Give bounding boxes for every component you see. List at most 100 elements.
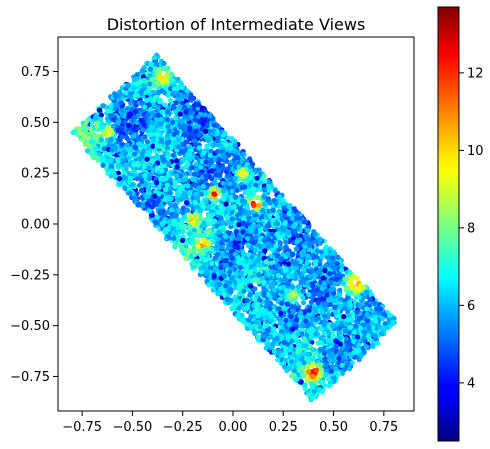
data-point [135, 72, 140, 77]
data-point [179, 244, 184, 249]
data-point [135, 202, 140, 207]
data-point [359, 353, 364, 358]
data-point [247, 156, 252, 161]
data-point [344, 322, 349, 327]
chart-title: Distortion of Intermediate Views [107, 15, 366, 34]
data-point [241, 289, 246, 294]
data-point [332, 266, 337, 271]
data-point [310, 374, 315, 379]
data-point [302, 337, 307, 342]
data-point [347, 366, 352, 371]
data-point [262, 195, 267, 200]
data-point [248, 283, 253, 288]
data-point [94, 136, 99, 141]
data-point [342, 329, 347, 334]
data-point [317, 340, 322, 345]
data-point [252, 297, 257, 302]
data-point [226, 166, 231, 171]
data-point [328, 302, 333, 307]
data-point [157, 121, 162, 126]
data-point [276, 316, 281, 321]
data-point [269, 260, 274, 265]
data-point [198, 266, 203, 271]
data-point [326, 331, 331, 336]
data-point [243, 278, 248, 283]
data-point [273, 243, 278, 248]
data-point [166, 93, 171, 98]
data-point [146, 165, 151, 170]
data-point [253, 248, 258, 253]
data-point [306, 292, 311, 297]
data-point [233, 195, 238, 200]
data-point [336, 255, 341, 260]
data-point [185, 88, 190, 93]
data-point [193, 124, 198, 129]
data-point [236, 165, 241, 170]
data-point [303, 343, 308, 348]
data-point [266, 223, 271, 228]
data-point [181, 206, 186, 211]
data-point [227, 173, 232, 178]
data-point [278, 321, 283, 326]
data-point [187, 214, 192, 219]
data-point [339, 268, 344, 273]
data-point [335, 261, 340, 266]
data-points [71, 53, 397, 403]
data-point [221, 189, 226, 194]
data-point [323, 246, 328, 251]
data-point [271, 208, 276, 213]
data-point [208, 128, 213, 133]
data-point [332, 305, 337, 310]
data-point [120, 142, 125, 147]
data-point [230, 189, 235, 194]
data-point [212, 218, 217, 223]
data-point [234, 229, 239, 234]
data-point [102, 141, 107, 146]
data-point [261, 286, 266, 291]
data-point [183, 256, 188, 261]
data-point [327, 271, 332, 276]
data-point [364, 306, 369, 311]
data-point [305, 260, 310, 265]
data-point [336, 273, 341, 278]
data-point [291, 309, 296, 314]
data-point [364, 290, 369, 295]
data-point [262, 187, 267, 192]
data-point [245, 190, 250, 195]
data-point [284, 268, 289, 273]
data-point [250, 162, 255, 167]
data-point [100, 125, 105, 130]
data-point [134, 127, 139, 132]
data-point [301, 300, 306, 305]
data-point [230, 234, 235, 239]
data-point [128, 101, 133, 106]
data-point [201, 222, 206, 227]
data-point [295, 332, 300, 337]
data-point [276, 306, 281, 311]
data-point [305, 228, 310, 233]
data-point [370, 342, 375, 347]
data-point [262, 202, 267, 207]
data-point [265, 328, 270, 333]
data-point [342, 276, 347, 281]
data-point [169, 196, 174, 201]
data-point [151, 138, 156, 143]
data-point [192, 172, 197, 177]
data-point [290, 252, 295, 257]
data-point [303, 382, 308, 387]
data-point [182, 215, 187, 220]
data-point [193, 222, 198, 227]
data-point [140, 204, 145, 209]
data-point [204, 144, 209, 149]
data-point [97, 108, 102, 113]
data-point [266, 237, 271, 242]
data-point [192, 252, 197, 257]
data-point [241, 221, 246, 226]
data-point [286, 261, 291, 266]
data-point [356, 342, 361, 347]
data-point [262, 173, 267, 178]
data-point [166, 173, 171, 178]
data-point [331, 249, 336, 254]
data-point [240, 229, 245, 234]
